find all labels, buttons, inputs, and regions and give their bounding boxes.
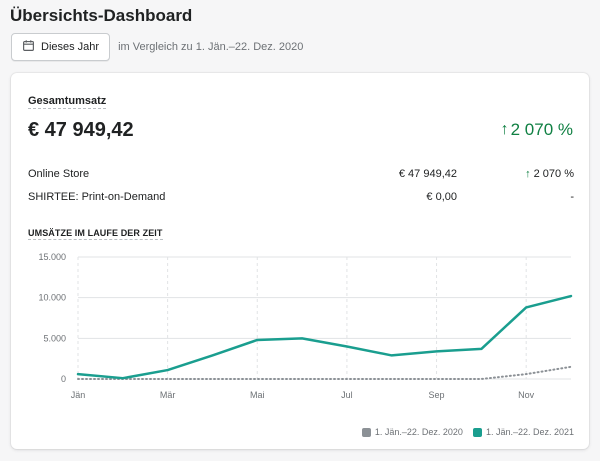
chart-title[interactable]: UMSÄTZE IM LAUFE DER ZEIT: [28, 228, 163, 240]
total-sales-value: € 47 949,42: [28, 119, 134, 141]
channel-change: ↑ 2 070 %: [525, 168, 574, 180]
x-tick-label: Mär: [160, 390, 176, 400]
legend-label: 1. Jän.–22. Dez. 2021: [485, 427, 574, 437]
table-row: SHIRTEE: Print-on-Demand € 0,00 -: [28, 191, 574, 214]
y-tick-label: 15.000: [38, 252, 66, 262]
calendar-icon: [22, 39, 35, 55]
x-tick-label: Sep: [429, 390, 445, 400]
channel-change-value: -: [570, 191, 574, 203]
y-tick-label: 10.000: [38, 293, 66, 303]
total-change: ↑ 2 070 %: [501, 120, 573, 140]
total-sales-card: Gesamtumsatz € 47 949,42 ↑ 2 070 % Onlin…: [11, 73, 589, 449]
legend-swatch: [361, 427, 371, 437]
chart-legend: 1. Jän.–22. Dez. 2020 1. Jän.–22. Dez. 2…: [361, 427, 574, 437]
x-tick-label: Mai: [250, 390, 265, 400]
channel-change-value: 2 070 %: [533, 168, 574, 180]
total-change-value: 2 070 %: [510, 120, 573, 139]
channel-name: Online Store: [28, 168, 90, 180]
comparison-period-text: im Vergleich zu 1. Jän.–22. Dez. 2020: [118, 41, 304, 53]
channel-value: € 0,00: [426, 191, 457, 203]
x-tick-label: Jul: [341, 390, 353, 400]
legend-item-previous[interactable]: 1. Jän.–22. Dez. 2020: [361, 427, 463, 437]
y-tick-label: 5.000: [43, 333, 66, 343]
channel-value: € 47 949,42: [398, 168, 457, 180]
channel-name: SHIRTEE: Print-on-Demand: [28, 191, 166, 203]
table-row: Online Store € 47 949,42 ↑ 2 070 %: [28, 168, 574, 191]
channel-breakdown: Online Store € 47 949,42 ↑ 2 070 % SHIRTE…: [28, 168, 574, 214]
series-line-current[interactable]: [76, 294, 573, 380]
date-range-label: Dieses Jahr: [41, 41, 100, 53]
x-tick-label: Jän: [71, 390, 86, 400]
card-title[interactable]: Gesamtumsatz: [28, 95, 107, 109]
sales-over-time-chart: 15.000 10.000 5.000 0 Jän Mär Mai Jul Sep Nov: [38, 252, 573, 400]
y-tick-label: 0: [61, 374, 66, 384]
page-title: Übersichts-Dashboard: [10, 6, 193, 25]
arrow-up-icon: ↑: [525, 168, 531, 180]
x-tick-label: Nov: [518, 390, 535, 400]
toolbar: Dieses Jahr im Vergleich zu 1. Jän.–22. …: [11, 33, 303, 61]
date-range-button[interactable]: Dieses Jahr: [11, 33, 111, 61]
legend-item-current[interactable]: 1. Jän.–22. Dez. 2021: [472, 427, 574, 437]
arrow-up-icon: ↑: [500, 121, 509, 138]
legend-label: 1. Jän.–22. Dez. 2020: [374, 427, 463, 437]
legend-swatch: [472, 427, 482, 437]
channel-change: -: [570, 191, 574, 203]
